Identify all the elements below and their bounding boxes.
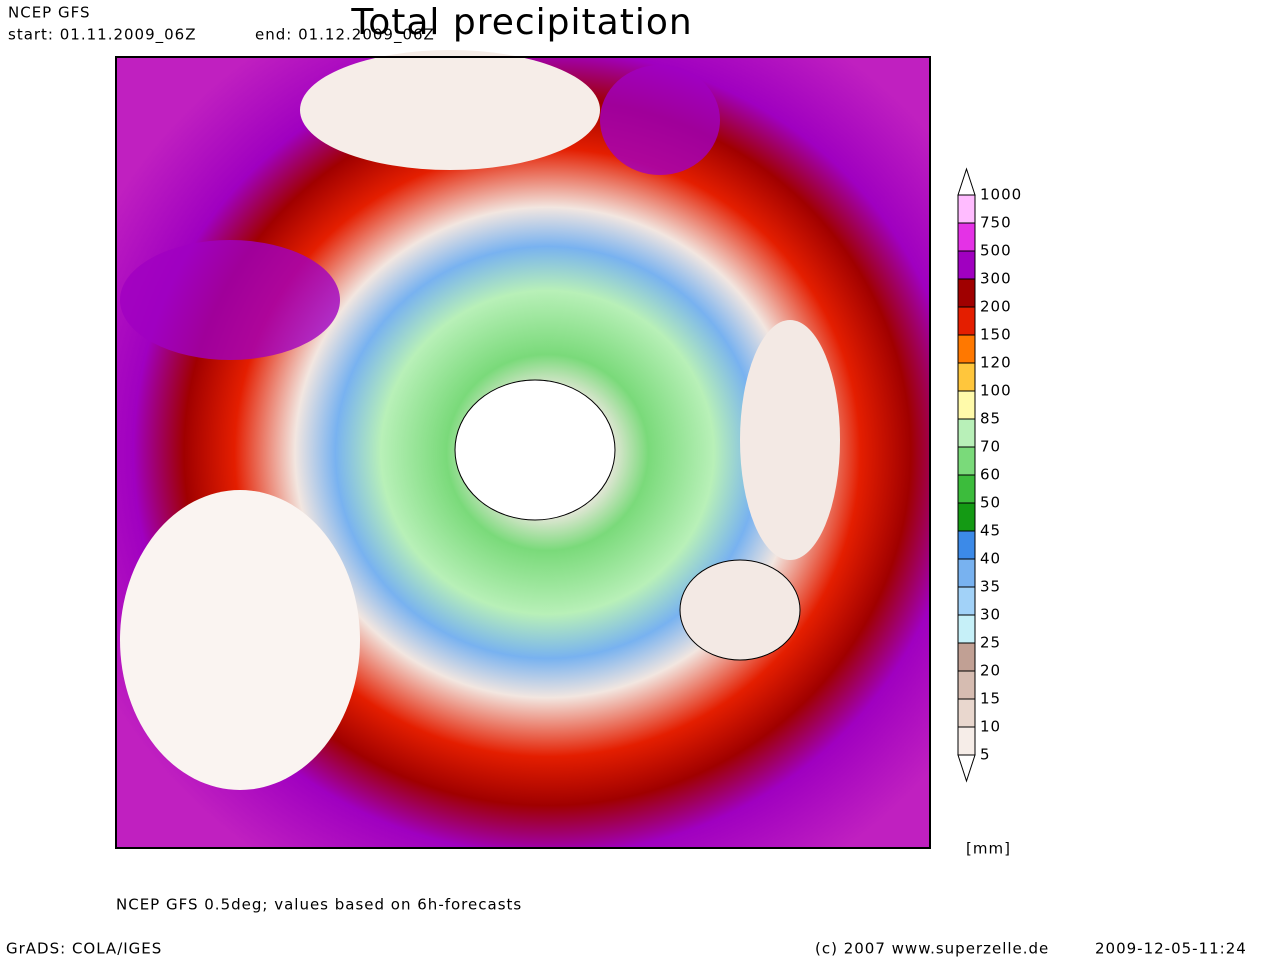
colorbar-label: 60 <box>980 466 1001 484</box>
colorbar-label: 300 <box>980 270 1012 288</box>
colorbar-label: 20 <box>980 662 1001 680</box>
colorbar-label: 85 <box>980 410 1001 428</box>
colorbar: 5 10 15 20 25 30 35 40 45 50 60 70 85 100 120 150 200 300… <box>957 167 1022 783</box>
colorbar-label: 25 <box>980 634 1001 652</box>
end-label: end: 01.12.2009_06Z <box>255 26 435 45</box>
colorbar-swatch <box>957 698 976 728</box>
wet-region <box>600 65 720 175</box>
colorbar-label: 10 <box>980 718 1001 736</box>
colorbar-swatch <box>957 474 976 504</box>
colorbar-arrow-high <box>957 167 976 196</box>
colorbar-label: 70 <box>980 438 1001 456</box>
start-label: start: 01.11.2009_06Z <box>8 26 197 45</box>
dry-region <box>120 490 360 790</box>
colorbar-swatch <box>957 586 976 616</box>
colorbar-label: 15 <box>980 690 1001 708</box>
colorbar-label: 150 <box>980 326 1012 344</box>
dry-region <box>740 320 840 560</box>
colorbar-label: 120 <box>980 354 1012 372</box>
colorbar-swatch <box>957 278 976 308</box>
colorbar-label: 500 <box>980 242 1012 260</box>
colorbar-swatch <box>957 530 976 560</box>
colorbar-label: 1000 <box>980 186 1022 204</box>
map-frame <box>115 56 931 849</box>
colorbar-swatch <box>957 390 976 420</box>
colorbar-swatch <box>957 334 976 364</box>
colorbar-swatch <box>957 446 976 476</box>
map-title: Total precipitation <box>350 2 692 43</box>
colorbar-swatch <box>957 726 976 756</box>
unit-label: [mm] <box>966 840 1011 858</box>
australia <box>679 559 801 661</box>
colorbar-swatch <box>957 670 976 700</box>
colorbar-label: 750 <box>980 214 1012 232</box>
model-label: NCEP GFS <box>8 4 91 22</box>
colorbar-swatch <box>957 502 976 532</box>
colorbar-swatch <box>957 222 976 252</box>
colorbar-label: 50 <box>980 494 1001 512</box>
colorbar-arrow-low <box>957 754 976 783</box>
colorbar-label: 35 <box>980 578 1001 596</box>
colorbar-swatch <box>957 642 976 672</box>
colorbar-swatch <box>957 418 976 448</box>
colorbar-swatch <box>957 194 976 224</box>
colorbar-swatch <box>957 614 976 644</box>
map <box>115 50 931 849</box>
colorbar-swatch <box>957 306 976 336</box>
colorbar-swatch <box>957 250 976 280</box>
timestamp-label: 2009-12-05-11:24 <box>1095 940 1247 958</box>
colorbar-label: 30 <box>980 606 1001 624</box>
colorbar-swatch <box>957 362 976 392</box>
wet-region <box>120 240 340 360</box>
colorbar-label: 100 <box>980 382 1012 400</box>
colorbar-label: 200 <box>980 298 1012 316</box>
software-label: GrADS: COLA/IGES <box>6 940 162 958</box>
dry-region <box>300 50 600 170</box>
colorbar-swatch <box>957 558 976 588</box>
copyright-label: (c) 2007 www.superzelle.de <box>815 940 1049 958</box>
colorbar-label: 45 <box>980 522 1001 540</box>
footer-note: NCEP GFS 0.5deg; values based on 6h-fore… <box>116 896 522 914</box>
colorbar-label: 40 <box>980 550 1001 568</box>
antarctica <box>454 379 616 521</box>
colorbar-label: 5 <box>980 746 991 764</box>
